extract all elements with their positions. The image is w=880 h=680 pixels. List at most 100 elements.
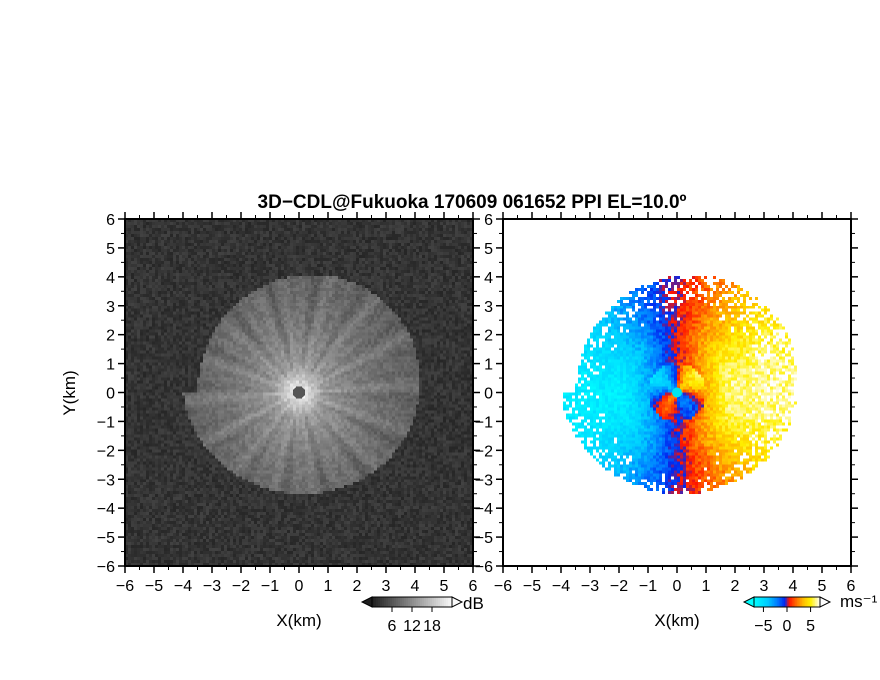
- colorbar-segment: [428, 597, 431, 607]
- x-tick-label: −2: [610, 578, 628, 595]
- x-tick-label: −4: [174, 578, 192, 595]
- colorbar-segment: [783, 597, 786, 607]
- x-tick-label: 5: [440, 578, 449, 595]
- y-tick-label: 0: [106, 386, 115, 403]
- colorbar-segment: [434, 597, 437, 607]
- colorbar-segment: [811, 597, 814, 607]
- colorbar-segment: [432, 597, 435, 607]
- colorbar-segment: [760, 597, 763, 607]
- colorbar-segment: [763, 597, 767, 607]
- y-tick-label: 1: [484, 357, 493, 374]
- colorbar-segment: [382, 597, 385, 607]
- y-tick-label: −3: [97, 472, 115, 489]
- colorbar-segment: [392, 597, 395, 607]
- x-tick-label: 4: [789, 578, 798, 595]
- colorbar-segment: [777, 597, 780, 607]
- colorbar-segment: [754, 597, 757, 607]
- x-tick-label: 2: [353, 578, 362, 595]
- colorbar-segment: [757, 597, 760, 607]
- colorbar-segment: [408, 597, 411, 607]
- colorbar-segment: [390, 597, 393, 607]
- colorbar-segment: [444, 597, 447, 607]
- colorbar-segment: [773, 597, 777, 607]
- colorbar-segment: [384, 597, 387, 607]
- velocity-colorbar-unit: ms⁻¹: [840, 592, 878, 611]
- colorbar-tick-label: −5: [754, 618, 772, 635]
- x-tick-label: 4: [411, 578, 420, 595]
- colorbar-segment: [386, 597, 389, 607]
- colorbar-segment: [446, 597, 449, 607]
- y-tick-label: −4: [475, 501, 493, 518]
- colorbar-segment: [762, 597, 765, 607]
- y-tick-label: 3: [484, 299, 493, 316]
- colorbar-segment: [768, 597, 772, 607]
- colorbar-segment: [810, 597, 813, 607]
- x-tick-label: 6: [469, 578, 478, 595]
- y-tick-label: 4: [484, 270, 493, 287]
- colorbar-segment: [818, 597, 821, 607]
- colorbar-segment: [420, 597, 423, 607]
- intensity-colorbar: 6 12 18: [360, 596, 464, 635]
- colorbar-segment: [778, 597, 781, 607]
- x-tick-label: 0: [295, 578, 304, 595]
- colorbar-segment: [800, 597, 803, 607]
- colorbar-segment: [775, 597, 778, 607]
- velocity-colorbar: −5 0 5: [742, 596, 832, 635]
- colorbar-segment: [376, 597, 379, 607]
- colorbar-tick-label: 0: [783, 618, 792, 635]
- colorbar-segment: [394, 597, 397, 607]
- colorbar-segment: [803, 597, 806, 607]
- colorbar-segment: [422, 597, 425, 607]
- y-tick-label: −1: [475, 414, 493, 431]
- colorbar-segment: [816, 597, 819, 607]
- left-y-axis-label: Y(km): [60, 370, 79, 415]
- colorbar-segment: [793, 597, 796, 607]
- y-tick-label: −6: [475, 559, 493, 576]
- right-x-axis-label: X(km): [654, 611, 699, 630]
- colorbar-segment: [790, 597, 793, 607]
- colorbar-segment: [404, 597, 407, 607]
- colorbar-segment: [380, 597, 383, 607]
- x-tick-label: −6: [116, 578, 134, 595]
- colorbar-segment: [440, 597, 443, 607]
- colorbar-segment: [796, 597, 800, 607]
- x-tick-label: 2: [731, 578, 740, 595]
- colorbar-segment: [806, 597, 810, 607]
- colorbar-segment: [398, 597, 401, 607]
- velocity-panel: −6 −5 −4 −3 −2 −1 0 1 2 3 4 5 6 −6 −5 −4 −3 −2 −1 0 1 2 3 4 5 6: [475, 212, 858, 595]
- x-tick-label: −3: [581, 578, 599, 595]
- colorbar-segment: [795, 597, 798, 607]
- x-tick-label: −1: [261, 578, 279, 595]
- radar-site-marker: [293, 386, 305, 399]
- x-tick-label: −3: [203, 578, 221, 595]
- colorbar-segment: [448, 597, 451, 607]
- colorbar-segment: [388, 597, 391, 607]
- colorbar-segment: [765, 597, 768, 607]
- colorbar-segment: [372, 597, 375, 607]
- colorbar-segment: [396, 597, 399, 607]
- colorbar-segment: [755, 597, 758, 607]
- y-tick-label: 6: [106, 212, 115, 229]
- colorbar-tick-label: 6: [388, 618, 397, 635]
- x-tick-label: −6: [494, 578, 512, 595]
- x-tick-label: −5: [523, 578, 541, 595]
- y-tick-label: 0: [484, 386, 493, 403]
- colorbar-segment: [430, 597, 433, 607]
- colorbar-segment: [780, 597, 783, 607]
- colorbar-segment: [438, 597, 441, 607]
- x-tick-label: −5: [145, 578, 163, 595]
- colorbar-segment: [378, 597, 381, 607]
- y-tick-label: −2: [97, 443, 115, 460]
- colorbar-segment: [770, 597, 773, 607]
- colorbar-segment: [418, 597, 421, 607]
- y-tick-label: −2: [475, 443, 493, 460]
- colorbar-tick-label: 12: [403, 618, 421, 635]
- x-tick-label: −2: [232, 578, 250, 595]
- figure-title: 3D−CDL@Fukuoka 170609 061652 PPI EL=10.0…: [258, 192, 687, 213]
- colorbar-segment: [412, 597, 415, 607]
- y-tick-label: −4: [97, 501, 115, 518]
- colorbar-low-arrow: [360, 596, 373, 608]
- colorbar-segment: [815, 597, 818, 607]
- x-tick-label: 6: [847, 578, 856, 595]
